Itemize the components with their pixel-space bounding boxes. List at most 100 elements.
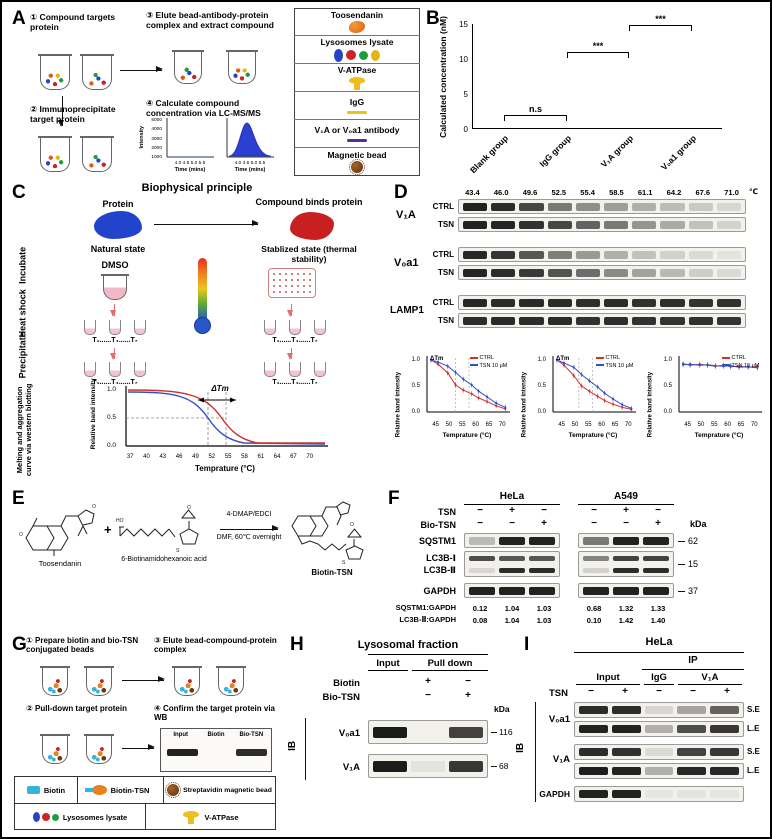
marker-tick bbox=[678, 541, 685, 542]
bead-tube bbox=[40, 666, 70, 696]
cell: 46.0 bbox=[493, 188, 509, 197]
melt-plot-svg bbox=[678, 356, 762, 413]
precipitate-tube bbox=[84, 362, 96, 377]
wb-band bbox=[373, 726, 407, 738]
wb-band bbox=[613, 555, 639, 561]
cell: 70 bbox=[750, 422, 758, 428]
cell bbox=[368, 676, 408, 687]
cell: + bbox=[541, 518, 547, 529]
cell: − bbox=[425, 690, 431, 701]
cell: 61 bbox=[257, 454, 265, 460]
cell: 52.5 bbox=[551, 188, 567, 197]
elute-tube bbox=[216, 666, 246, 696]
ytick: 5000 bbox=[151, 118, 162, 123]
streptavidin-bead-icon bbox=[164, 781, 182, 799]
svg-text:O: O bbox=[19, 532, 23, 538]
cell: 0.68 bbox=[586, 604, 602, 613]
wb-band bbox=[643, 536, 669, 545]
wb-band bbox=[519, 220, 544, 229]
protein-icon bbox=[94, 211, 142, 239]
cell: 0.08 bbox=[472, 616, 488, 625]
intensity-ticks: 5000 4000 3000 2000 1000 bbox=[146, 118, 162, 160]
sig-bracket bbox=[566, 52, 630, 58]
wb-band bbox=[449, 726, 483, 738]
lc3b1-bands bbox=[465, 552, 559, 564]
elute-tube bbox=[172, 666, 202, 696]
sig-label: n.s bbox=[528, 104, 543, 114]
wb-band bbox=[529, 586, 555, 595]
i-ib-bracket bbox=[535, 702, 536, 802]
stage-arrow bbox=[287, 348, 294, 360]
wb-band bbox=[547, 202, 572, 211]
g-step4-text: ④ Confirm the target protein via WB bbox=[154, 704, 276, 723]
row-label-ctrl: CTRL bbox=[432, 250, 454, 259]
wb-band bbox=[677, 767, 707, 775]
stage-arrow bbox=[110, 348, 117, 360]
cell: 71.0 bbox=[724, 188, 739, 197]
stage-arrow bbox=[110, 304, 117, 317]
product-label: Biotin-TSN bbox=[311, 568, 353, 577]
legend-label: V-ATPase bbox=[337, 65, 377, 76]
cell: + bbox=[724, 686, 730, 697]
legend-box bbox=[294, 8, 420, 176]
blot-v1a-tsn bbox=[458, 217, 746, 232]
linker-structure: HO S O bbox=[116, 505, 199, 554]
melt-xlabel: Temprature (°C) bbox=[442, 432, 492, 439]
legend-item-vatpase: V-ATPase bbox=[294, 64, 420, 92]
wb-band bbox=[604, 316, 629, 325]
cell: − bbox=[623, 518, 629, 529]
h-target-v1a: V₁A bbox=[342, 762, 360, 773]
cell: − bbox=[465, 676, 471, 687]
legend-text: CTRL bbox=[731, 355, 746, 361]
wb-band bbox=[660, 268, 685, 277]
c-ytick: 1.0 bbox=[106, 386, 116, 393]
wb-band bbox=[710, 725, 739, 733]
wb-mini-lanes: Input Biotin Bio-TSN bbox=[163, 732, 269, 738]
legend-text: CTRL bbox=[479, 355, 494, 361]
condition-top: 4-DMAP/EDCI bbox=[226, 511, 272, 518]
toosendanin-icon bbox=[349, 21, 365, 34]
cell: 45 bbox=[558, 422, 565, 428]
row-label-tsn: TSN bbox=[438, 316, 454, 325]
h-ib-label: IB bbox=[287, 740, 299, 751]
ratio1-hela: 0.12 1.04 1.03 bbox=[464, 604, 560, 613]
melt-ylabel: Relative band intensity bbox=[521, 371, 528, 438]
wb-band bbox=[583, 586, 609, 595]
svg-text:O: O bbox=[187, 505, 191, 511]
wb-band bbox=[660, 250, 685, 259]
melt-ytick: 0.5 bbox=[411, 383, 420, 389]
cell: 49 bbox=[192, 454, 199, 460]
c-xlabel: Temprature (°C) bbox=[195, 464, 255, 473]
cell: 1.03 bbox=[536, 616, 552, 625]
melt-xlabel: Temprature (°C) bbox=[694, 432, 744, 439]
condition-bottom: DMF, 60℃ overnight bbox=[216, 534, 282, 541]
c-ytick: 0.0 bbox=[106, 442, 116, 449]
wb-band bbox=[575, 202, 601, 211]
temp-series-label: T₁......T₄......T₇ bbox=[272, 337, 318, 344]
group-lamp1-label: LAMP1 bbox=[390, 305, 424, 316]
wb-band bbox=[710, 767, 739, 775]
wb-band bbox=[583, 536, 609, 545]
kda-label: kDa bbox=[690, 519, 707, 529]
cell: 1.32 bbox=[618, 604, 634, 613]
wb-band bbox=[579, 706, 608, 714]
legend-g-row2: Lysosomes lysate V-ATPase bbox=[15, 804, 275, 830]
wb-band bbox=[643, 586, 669, 595]
ytick: 1000 bbox=[151, 155, 162, 160]
wb-band bbox=[632, 250, 657, 259]
wb-band bbox=[519, 202, 544, 211]
cell: Input bbox=[173, 732, 188, 738]
wb-band bbox=[469, 586, 495, 595]
cell: 43.4 bbox=[465, 188, 480, 197]
wb-band bbox=[469, 567, 495, 573]
i-col-underline bbox=[678, 684, 742, 685]
blot-lc3b-a549 bbox=[578, 551, 674, 577]
wb-band bbox=[463, 220, 488, 229]
legend-g: Biotin Biotin-TSN Streptavidin magnetic … bbox=[14, 776, 276, 830]
melt-xticks: 45 50 55 60 65 70 bbox=[429, 422, 509, 428]
c-ytick: 0.5 bbox=[106, 414, 116, 421]
wb-band bbox=[411, 760, 445, 772]
cell: 45 bbox=[432, 422, 439, 428]
c-xticks: 37 40 43 46 49 52 55 58 61 64 67 70 bbox=[122, 454, 318, 460]
